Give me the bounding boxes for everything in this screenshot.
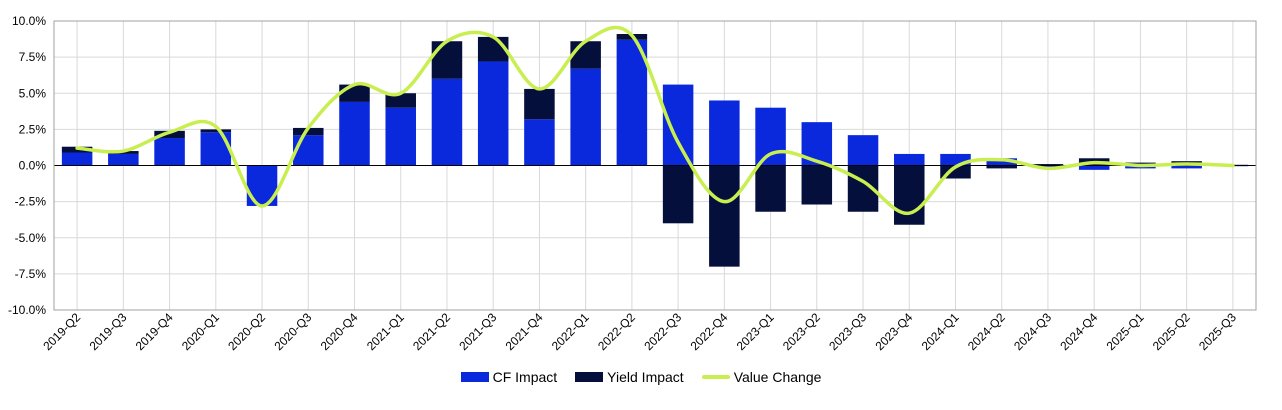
x-tick-label: 2021-Q4 (503, 310, 546, 353)
bar-yield-impact (662, 165, 694, 224)
legend-label-cf-impact: CF Impact (492, 369, 558, 385)
bar-yield-impact (339, 84, 370, 102)
legend-swatch-value-change (701, 375, 730, 379)
value-change-line (75, 25, 1235, 215)
x-tick-label: 2023-Q2 (780, 310, 823, 353)
x-tick-label: 2021-Q2 (410, 310, 453, 353)
x-tick-label: 2019-Q2 (40, 310, 83, 353)
bar-yield-impact (986, 165, 1017, 169)
bar-yield-impact (894, 165, 925, 225)
bar-cf-impact (662, 84, 694, 166)
x-tick-label: 2019-Q4 (133, 310, 176, 353)
legend-swatch-cf-impact (460, 372, 489, 382)
x-tick-label: 2025-Q2 (1150, 310, 1193, 353)
x-tick-label: 2020-Q1 (179, 310, 222, 353)
legend-item-yield-impact: Yield Impact (575, 369, 684, 385)
y-tick-label: -2.5% (15, 195, 47, 209)
x-tick-label: 2020-Q4 (318, 310, 361, 353)
x-tick-label: 2023-Q3 (826, 310, 869, 353)
x-tick-label: 2024-Q3 (1011, 310, 1054, 353)
x-tick-label: 2020-Q2 (225, 310, 268, 353)
bar-cf-impact (755, 107, 786, 166)
y-tick-label: 2.5% (19, 122, 47, 136)
y-tick-label: 5.0% (19, 86, 47, 100)
x-tick-label: 2023-Q4 (872, 310, 915, 353)
x-tick-label: 2020-Q3 (271, 310, 314, 353)
x-tick-label: 2022-Q3 (641, 310, 684, 353)
bar-cf-impact (477, 61, 509, 166)
legend-item-value-change: Value Change (701, 369, 822, 385)
bar-cf-impact (940, 153, 971, 166)
bar-cf-impact (986, 158, 1017, 166)
bar-cf-impact (570, 68, 601, 166)
x-tick-label: 2023-Q1 (734, 310, 777, 353)
y-axis: 10.0% 7.5% 5.0% 2.5% 0.0% -2.5% -5.0% -7.5% -10.… (8, 14, 46, 317)
bar-cf-impact (524, 119, 555, 166)
legend: CF Impact Yield Impact Value Change (0, 369, 1282, 385)
bar-cf-impact (339, 101, 370, 166)
plot-border (53, 20, 1257, 311)
y-tick-label: 10.0% (12, 14, 46, 28)
bar-cf-impact (200, 132, 232, 166)
bar-cf-impact (61, 152, 93, 166)
bar-yield-impact (570, 41, 601, 69)
bar-yield-impact (293, 127, 324, 136)
bar-cf-impact (847, 135, 879, 166)
bar-yield-impact (1032, 164, 1064, 166)
y-tick-label: 7.5% (19, 50, 47, 64)
bar-yield-impact (709, 165, 740, 267)
x-tick-label: 2025-Q3 (1196, 310, 1239, 353)
x-tick-label: 2024-Q2 (965, 310, 1008, 353)
bar-cf-impact (431, 78, 463, 166)
bar-cf-impact (293, 135, 324, 166)
bar-cf-impact (108, 153, 139, 166)
bar-yield-impact (755, 165, 786, 212)
bar-yield-impact (154, 130, 185, 139)
x-axis: 2019-Q2 2019-Q3 2019-Q4 2020-Q1 2020-Q2 2020-… (40, 310, 1239, 353)
legend-label-yield-impact: Yield Impact (607, 369, 684, 385)
bar-yield-impact (385, 93, 416, 108)
x-tick-label: 2024-Q4 (1057, 310, 1100, 353)
x-tick-label: 2022-Q4 (688, 310, 731, 353)
bar-cf-impact (616, 39, 648, 166)
bar-cf-impact (385, 107, 416, 166)
legend-swatch-yield-impact (575, 372, 604, 382)
y-tick-label: -7.5% (15, 267, 47, 281)
bar-yield-impact (200, 129, 232, 133)
bar-cf-impact (154, 138, 185, 166)
bars (61, 34, 1249, 267)
bar-cf-impact (1171, 165, 1202, 169)
bar-cf-impact (709, 100, 740, 166)
y-tick-label: 0.0% (19, 159, 47, 173)
legend-label-value-change: Value Change (733, 369, 822, 385)
bar-cf-impact (1032, 165, 1064, 167)
bar-yield-impact (431, 41, 463, 79)
bar-cf-impact (1078, 165, 1110, 170)
x-tick-label: 2021-Q3 (456, 310, 499, 353)
x-tick-label: 2022-Q1 (549, 310, 592, 353)
y-tick-label: -10.0% (8, 303, 46, 317)
legend-item-cf-impact: CF Impact (460, 369, 558, 385)
x-tick-label: 2024-Q1 (919, 310, 962, 353)
y-tick-label: -5.0% (15, 231, 47, 245)
x-tick-label: 2019-Q3 (87, 310, 130, 353)
x-tick-label: 2021-Q1 (364, 310, 407, 353)
x-tick-label: 2025-Q1 (1104, 310, 1147, 353)
bar-cf-impact (894, 153, 925, 166)
x-tick-label: 2022-Q2 (595, 310, 638, 353)
bar-yield-impact (524, 88, 555, 120)
bar-yield-impact (801, 165, 833, 205)
